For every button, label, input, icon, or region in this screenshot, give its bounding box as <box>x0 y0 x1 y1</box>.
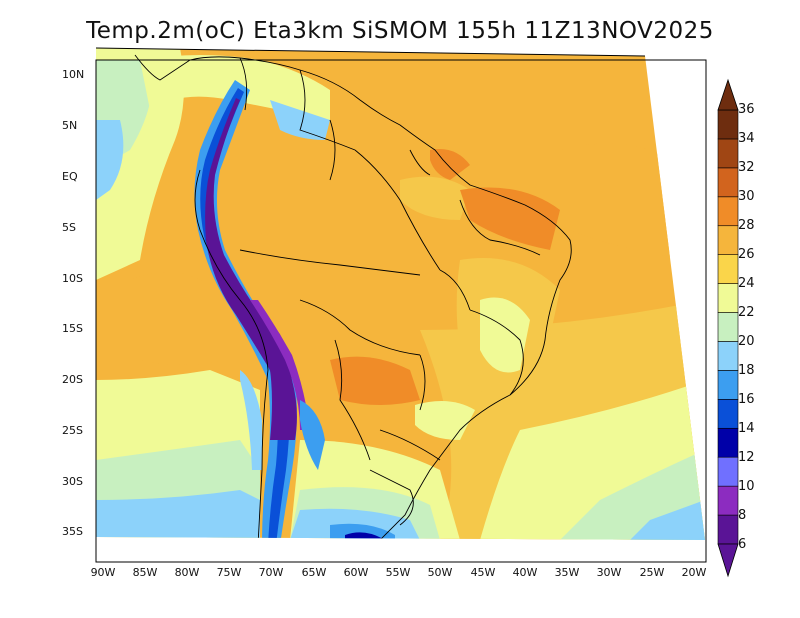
colorbar-label: 30 <box>738 189 755 204</box>
colorbar-segment <box>717 456 739 487</box>
lat-label: 15S <box>62 322 83 335</box>
colorbar-label: 34 <box>738 131 755 146</box>
lon-label: 60W <box>343 566 369 579</box>
colorbar-max-arrow <box>717 78 739 111</box>
lat-label: 20S <box>62 373 83 386</box>
lon-label: 30W <box>596 566 622 579</box>
colorbar-segment <box>717 514 739 545</box>
colorbar-segment <box>717 138 739 169</box>
colorbar-segment <box>717 225 739 255</box>
colorbar-segment <box>717 427 739 458</box>
colorbar-label: 14 <box>738 421 755 436</box>
map-title: Temp.2m(oC) Eta3km SiSMOM 155h 11Z13NOV2… <box>86 18 714 44</box>
colorbar-segment <box>717 485 739 516</box>
colorbar-segment <box>717 341 739 371</box>
lon-label: 25W <box>639 566 665 579</box>
colorbar-segment <box>717 370 739 400</box>
colorbar-label: 6 <box>738 537 747 552</box>
colorbar-label: 24 <box>738 276 755 291</box>
colorbar-label: 22 <box>738 305 755 320</box>
lat-label: 25S <box>62 424 83 437</box>
colorbar-label: 36 <box>738 102 755 117</box>
lat-label: 5N <box>62 119 78 132</box>
lon-label: 55W <box>385 566 411 579</box>
lon-label: 75W <box>216 566 242 579</box>
colorbar-label: 26 <box>738 247 755 262</box>
colorbar-label: 12 <box>738 450 755 465</box>
colorbar-label: 28 <box>738 218 755 233</box>
lon-label: 50W <box>427 566 453 579</box>
colorbar-segment <box>717 167 739 198</box>
lon-label: 65W <box>301 566 327 579</box>
colorbar-label: 18 <box>738 363 755 378</box>
coastlines-and-borders <box>134 54 572 540</box>
lon-label: 90W <box>90 566 116 579</box>
colorbar-segment <box>717 254 739 284</box>
map-frame <box>95 59 707 563</box>
lon-label: 85W <box>132 566 158 579</box>
colorbar-min-arrow <box>717 543 739 578</box>
lon-label: 20W <box>681 566 707 579</box>
lon-label: 40W <box>512 566 538 579</box>
colorbar-label: 32 <box>738 160 755 175</box>
colorbar-label: 10 <box>738 479 755 494</box>
lat-label: EQ <box>62 170 78 183</box>
lon-label: 70W <box>258 566 284 579</box>
lon-label: 45W <box>470 566 496 579</box>
colorbar-segment <box>717 283 739 313</box>
lon-label: 80W <box>174 566 200 579</box>
colorbar-label: 8 <box>738 508 747 523</box>
colorbar-segment <box>717 109 739 140</box>
lat-label: 10N <box>62 68 85 81</box>
lat-label: 35S <box>62 525 83 538</box>
lat-label: 5S <box>62 221 76 234</box>
colorbar-segment <box>717 399 739 429</box>
lon-label: 35W <box>554 566 580 579</box>
lat-label: 10S <box>62 272 83 285</box>
colorbar-segment <box>717 312 739 342</box>
temperature-field <box>96 48 705 540</box>
colorbar-label: 16 <box>738 392 755 407</box>
colorbar-label: 20 <box>738 334 755 349</box>
colorbar-segment <box>717 196 739 227</box>
lat-label: 30S <box>62 475 83 488</box>
